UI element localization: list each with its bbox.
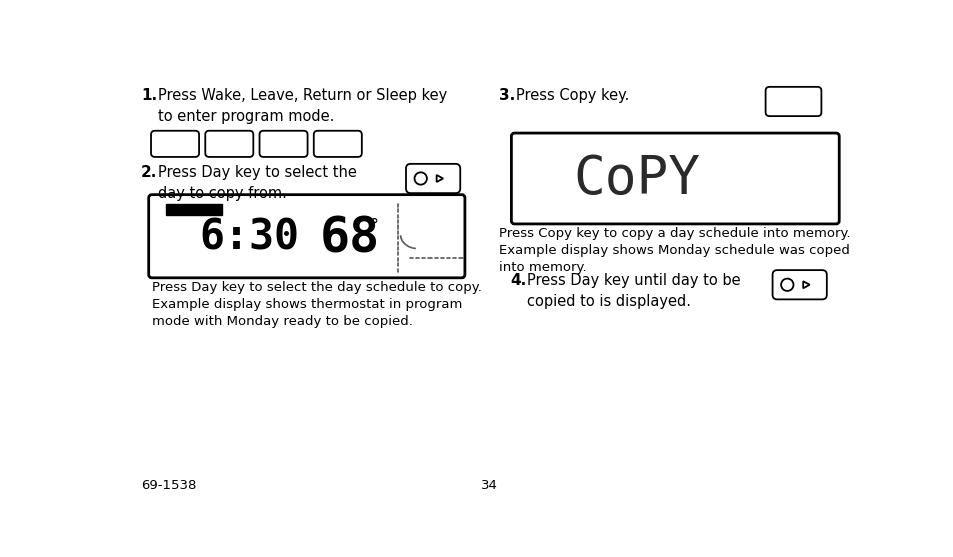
Text: Press Day key until day to be
copied to is displayed.: Press Day key until day to be copied to … [526,273,740,309]
FancyBboxPatch shape [205,131,253,157]
Text: Press Day key to select the day schedule to copy.
Example display shows thermost: Press Day key to select the day schedule… [152,281,481,328]
FancyBboxPatch shape [765,87,821,116]
Text: 68: 68 [320,214,380,263]
Text: 69-1538: 69-1538 [141,479,196,492]
Text: Press Copy key.: Press Copy key. [516,89,629,104]
FancyBboxPatch shape [259,131,307,157]
Text: 4.: 4. [509,273,525,288]
Circle shape [781,278,793,291]
Text: 1.: 1. [141,89,157,104]
Text: CoPY: CoPY [573,153,700,204]
Text: 2.: 2. [141,165,157,180]
Polygon shape [802,281,809,289]
Text: Press Copy key to copy a day schedule into memory.
Example display shows Monday : Press Copy key to copy a day schedule in… [498,227,850,274]
Polygon shape [436,175,442,182]
FancyBboxPatch shape [511,133,839,224]
FancyBboxPatch shape [406,164,459,193]
FancyBboxPatch shape [149,194,464,278]
Circle shape [415,172,427,185]
FancyBboxPatch shape [151,131,199,157]
FancyBboxPatch shape [314,131,361,157]
Text: 34: 34 [480,479,497,492]
Text: 6:30: 6:30 [199,217,299,259]
Bar [166,204,221,214]
Text: Press Wake, Leave, Return or Sleep key
to enter program mode.: Press Wake, Leave, Return or Sleep key t… [158,89,447,124]
FancyBboxPatch shape [772,270,826,299]
Text: °: ° [369,217,377,235]
Text: Press Day key to select the
day to copy from.: Press Day key to select the day to copy … [158,165,356,201]
Text: 3.: 3. [498,89,515,104]
